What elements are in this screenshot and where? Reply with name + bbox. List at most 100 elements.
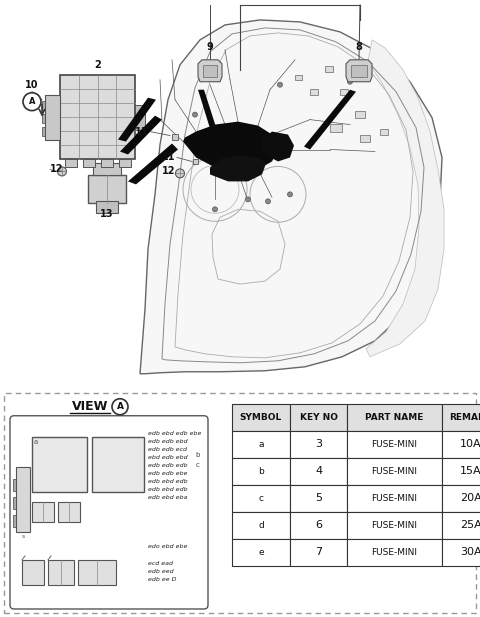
Circle shape (277, 82, 283, 87)
Bar (442, 539, 480, 566)
Text: s: s (22, 534, 24, 539)
Bar (442, 431, 480, 458)
Text: edo ebd ebe: edo ebd ebe (148, 544, 187, 549)
Bar (13, 497, 16, 509)
Bar (13, 479, 16, 491)
Circle shape (192, 112, 197, 117)
Text: 12: 12 (50, 165, 63, 175)
Bar (355, 110, 365, 118)
Polygon shape (140, 20, 442, 374)
Text: edb ee D: edb ee D (148, 578, 177, 582)
Bar (42, 126, 45, 136)
Bar (380, 128, 388, 135)
Bar (347, 539, 442, 566)
Text: 30A: 30A (460, 547, 480, 557)
Text: REMARK: REMARK (450, 413, 480, 422)
Bar (290, 458, 347, 485)
Text: 11: 11 (161, 152, 175, 162)
Bar (232, 485, 290, 512)
Circle shape (58, 167, 67, 176)
Text: A: A (117, 402, 123, 412)
Bar (78, 560, 116, 585)
Text: 5: 5 (315, 494, 322, 503)
Polygon shape (120, 115, 162, 154)
Text: e: e (258, 548, 264, 557)
Polygon shape (210, 155, 266, 181)
Text: 20A: 20A (460, 494, 480, 503)
Text: edb eed: edb eed (148, 569, 174, 574)
Text: 7: 7 (315, 547, 322, 557)
Bar (203, 65, 217, 77)
Text: 8: 8 (356, 42, 362, 52)
FancyBboxPatch shape (4, 392, 476, 613)
Text: 3: 3 (315, 439, 322, 449)
FancyBboxPatch shape (10, 416, 208, 609)
Text: edb ebd edb ebe: edb ebd edb ebe (148, 431, 202, 436)
Text: 11: 11 (134, 126, 148, 136)
Bar (310, 89, 318, 94)
Text: 10: 10 (25, 80, 38, 89)
Circle shape (213, 207, 217, 212)
Text: FUSE-MINI: FUSE-MINI (372, 440, 418, 449)
Text: edb edb ecd: edb edb ecd (148, 447, 187, 452)
Bar (232, 431, 290, 458)
Polygon shape (198, 60, 222, 81)
Text: A: A (29, 97, 35, 106)
Bar (290, 431, 347, 458)
Text: c: c (259, 494, 264, 503)
Bar (347, 512, 442, 539)
Polygon shape (304, 89, 356, 149)
Bar (360, 135, 370, 141)
Text: 13: 13 (100, 209, 114, 219)
Text: PART NAME: PART NAME (365, 413, 424, 422)
Bar (442, 458, 480, 485)
Bar (325, 66, 333, 72)
Bar (290, 539, 347, 566)
Bar (193, 159, 198, 165)
Circle shape (176, 169, 184, 178)
Text: KEY NO: KEY NO (300, 413, 337, 422)
Bar (42, 101, 45, 110)
Bar (232, 539, 290, 566)
Bar (60, 75, 135, 159)
Text: edb ebd edb: edb ebd edb (148, 487, 188, 492)
Bar (290, 404, 347, 431)
Bar (232, 404, 290, 431)
Text: b: b (196, 452, 200, 458)
Bar (32, 437, 87, 492)
Bar (351, 65, 367, 77)
Bar (13, 515, 16, 527)
Polygon shape (366, 40, 444, 357)
Text: 15A: 15A (460, 466, 480, 476)
Text: FUSE-MINI: FUSE-MINI (372, 548, 418, 557)
Text: edb ebd edb: edb ebd edb (148, 479, 188, 484)
Circle shape (23, 93, 41, 110)
Bar (295, 75, 302, 80)
Text: FUSE-MINI: FUSE-MINI (372, 467, 418, 476)
Text: 2: 2 (94, 60, 101, 70)
Bar (340, 89, 348, 94)
Text: edb edb ebe: edb edb ebe (148, 471, 188, 476)
Text: b: b (258, 467, 264, 476)
Bar (22, 560, 44, 585)
Bar (65, 159, 77, 167)
Bar (48, 560, 74, 585)
Text: 6: 6 (315, 520, 322, 531)
Bar (442, 404, 480, 431)
Polygon shape (128, 144, 178, 184)
Bar (42, 114, 45, 123)
Bar (119, 159, 131, 167)
Polygon shape (346, 60, 372, 81)
Bar (347, 458, 442, 485)
Text: edb edb edb: edb edb edb (148, 463, 188, 468)
Bar (290, 485, 347, 512)
Bar (45, 94, 60, 139)
Bar (83, 159, 95, 167)
Bar (232, 512, 290, 539)
Text: VIEW: VIEW (72, 400, 108, 413)
Bar (347, 485, 442, 512)
Polygon shape (118, 97, 156, 141)
Circle shape (245, 197, 251, 202)
Text: 12: 12 (161, 167, 175, 176)
Bar (442, 485, 480, 512)
